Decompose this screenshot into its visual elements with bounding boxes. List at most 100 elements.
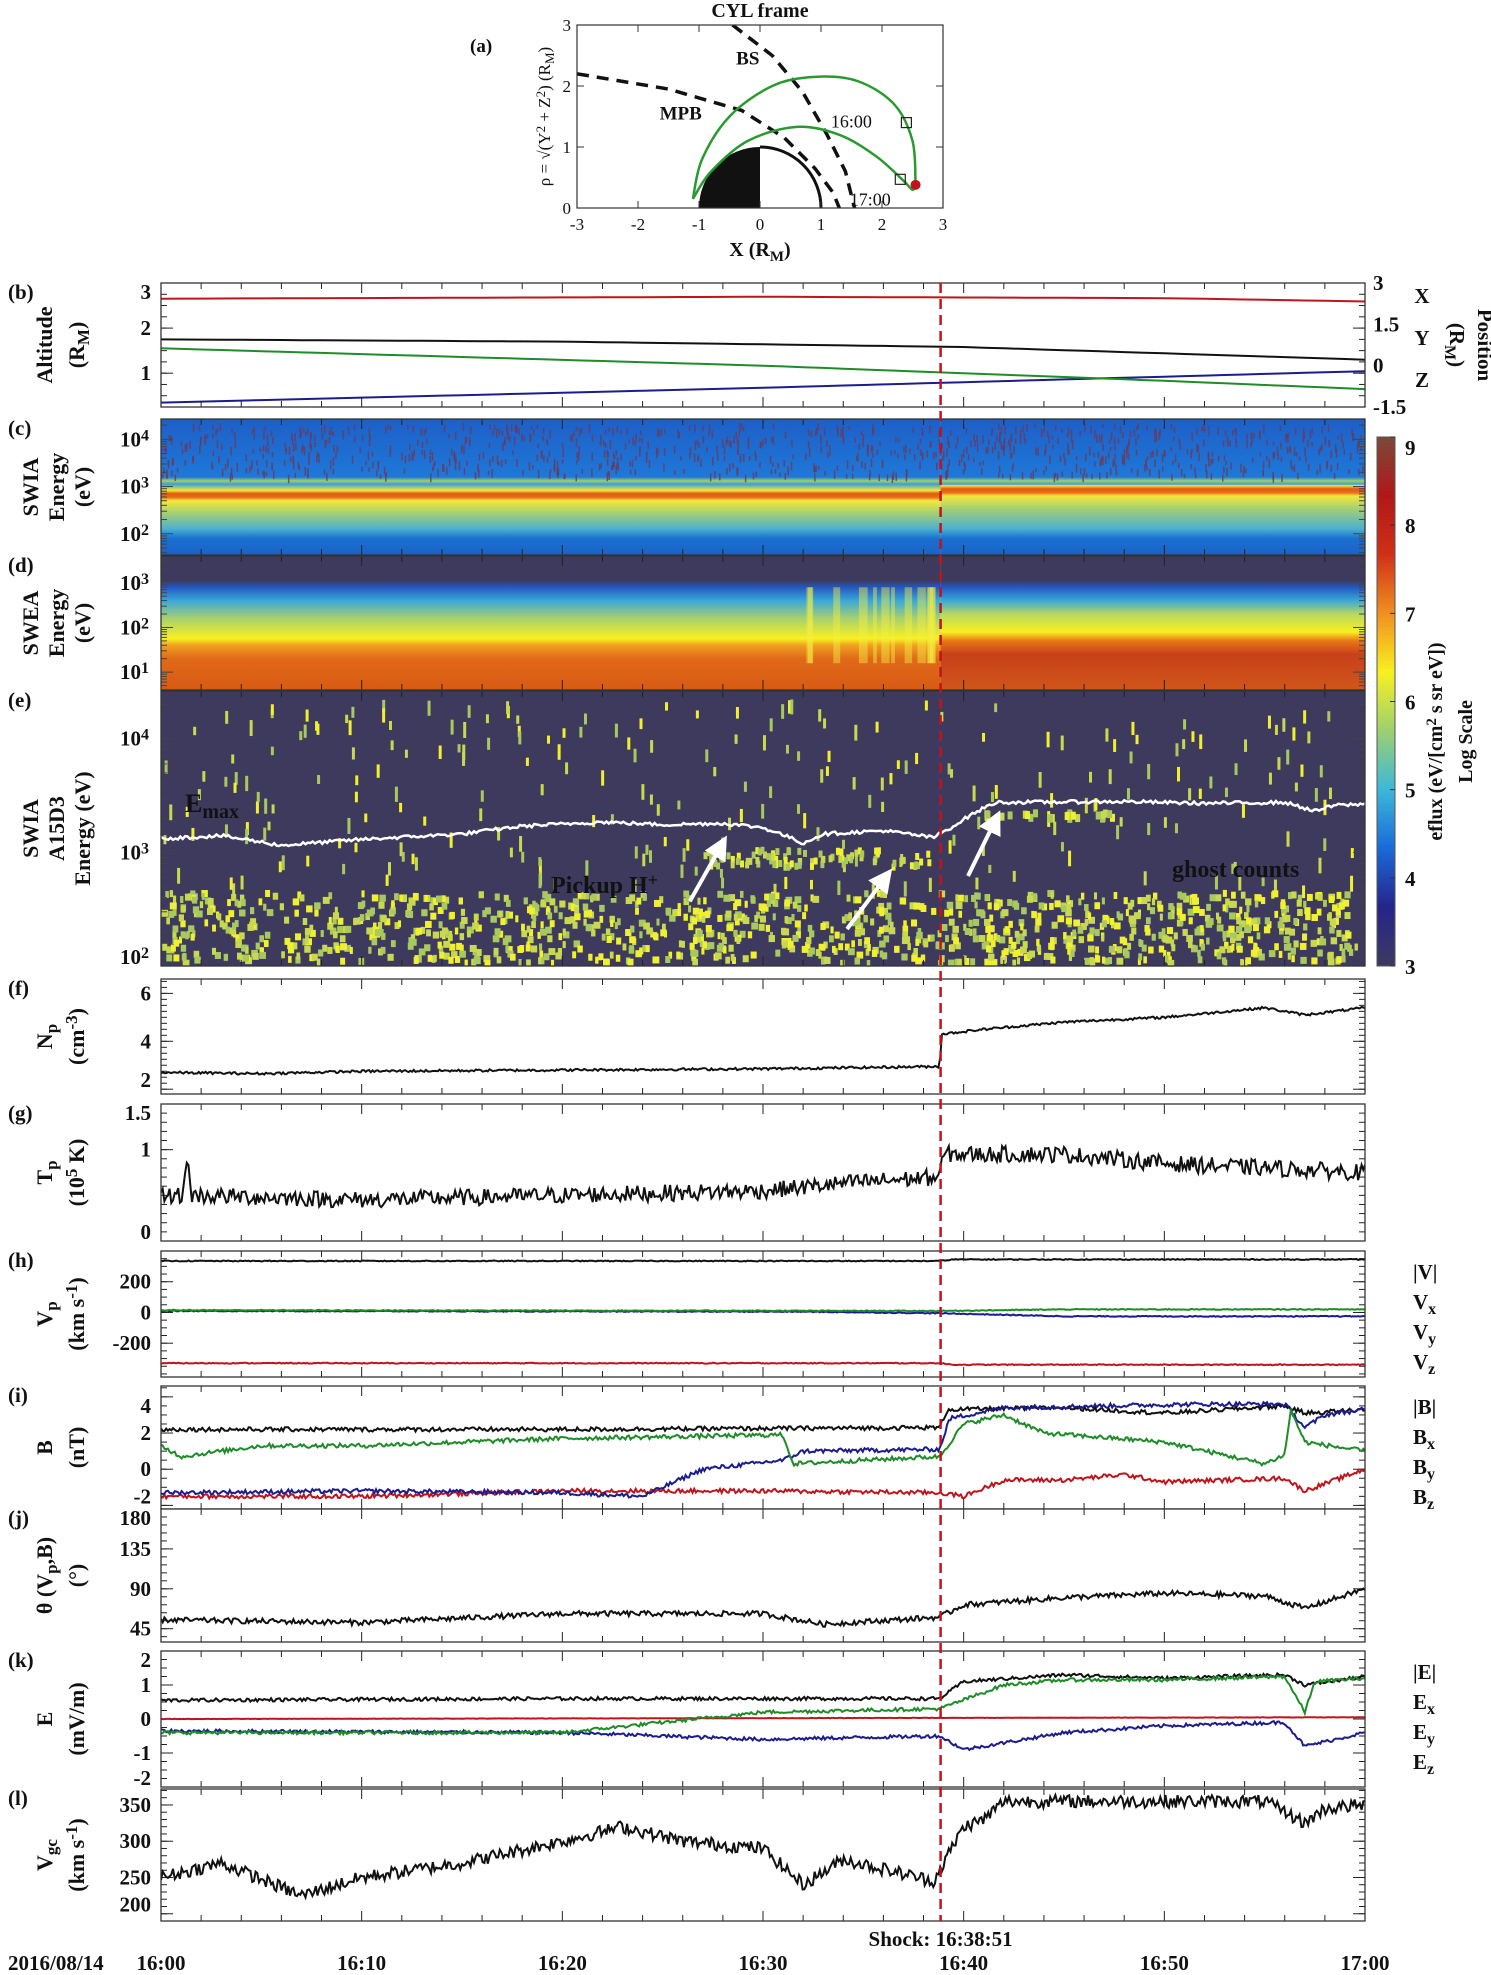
count-pixel [665, 956, 671, 964]
count-pixel [558, 912, 563, 920]
count-pixel [242, 954, 250, 962]
noise-pixel [287, 474, 290, 484]
count-pixel [562, 928, 566, 936]
count-pixel [413, 956, 419, 964]
count-pixel [927, 859, 932, 867]
count-pixel [172, 925, 179, 933]
count-pixel [496, 956, 502, 964]
count-pixel [504, 917, 508, 925]
chart-title: CYL frame [711, 0, 808, 22]
count-pixel [902, 931, 909, 939]
count-pixel [1075, 814, 1081, 823]
noise-pixel [421, 441, 424, 448]
noise-pixel [1152, 452, 1154, 458]
count-pixel [519, 835, 523, 852]
count-pixel [964, 895, 969, 903]
count-pixel [1007, 811, 1013, 820]
noise-pixel [1276, 446, 1279, 456]
count-pixel [1114, 922, 1121, 930]
noise-pixel [837, 428, 839, 437]
count-pixel [993, 903, 1000, 911]
noise-pixel [262, 453, 264, 459]
count-pixel [236, 952, 242, 960]
count-pixel [295, 933, 302, 941]
count-pixel [1225, 898, 1230, 906]
noise-pixel [905, 468, 908, 477]
noise-pixel [323, 424, 326, 434]
count-pixel [1206, 903, 1211, 911]
noise-pixel [1194, 473, 1197, 479]
count-pixel [1102, 914, 1109, 922]
noise-pixel [1232, 430, 1234, 436]
count-pixel [880, 777, 884, 791]
count-pixel [348, 720, 352, 736]
noise-pixel [379, 474, 382, 479]
noise-pixel [663, 429, 666, 434]
count-pixel [1036, 944, 1041, 952]
count-pixel [705, 910, 711, 918]
noise-pixel [872, 424, 874, 433]
count-pixel [303, 724, 307, 738]
noise-pixel [615, 450, 618, 456]
count-pixel [473, 957, 481, 965]
count-pixel [335, 946, 340, 954]
noise-pixel [581, 468, 584, 474]
noise-pixel [1071, 471, 1073, 479]
count-pixel [635, 950, 642, 958]
noise-pixel [409, 444, 411, 451]
count-pixel [841, 916, 847, 924]
count-pixel [562, 931, 570, 939]
count-pixel [456, 942, 462, 950]
noise-pixel [1013, 445, 1015, 455]
noise-pixel [1203, 428, 1206, 433]
noise-pixel [747, 437, 750, 445]
count-pixel [191, 827, 195, 841]
noise-pixel [744, 474, 747, 483]
count-pixel [716, 862, 721, 870]
count-pixel [1283, 943, 1291, 951]
count-pixel [1191, 731, 1195, 742]
noise-pixel [1208, 458, 1210, 467]
count-pixel [846, 854, 851, 862]
count-pixel [1148, 946, 1154, 954]
count-pixel [633, 879, 637, 894]
noise-pixel [1113, 460, 1116, 466]
count-pixel [509, 847, 513, 858]
count-pixel [572, 951, 577, 959]
count-pixel [196, 910, 203, 918]
noise-pixel [1273, 452, 1276, 458]
count-pixel [344, 944, 351, 952]
count-pixel [998, 936, 1006, 944]
count-pixel [969, 928, 973, 936]
count-pixel [193, 726, 197, 736]
count-pixel [322, 944, 328, 952]
count-pixel [1267, 715, 1271, 729]
noise-pixel [516, 425, 518, 434]
noise-pixel [1319, 464, 1321, 473]
colorbar-tick-label: 5 [1405, 779, 1416, 803]
count-pixel [322, 896, 330, 904]
noise-pixel [368, 467, 370, 472]
count-pixel [977, 909, 985, 917]
count-pixel [755, 856, 760, 864]
noise-pixel [212, 424, 214, 430]
noise-pixel [606, 472, 609, 482]
series-line-z [161, 347, 1365, 391]
count-pixel [1278, 927, 1284, 935]
count-pixel [569, 916, 576, 924]
noise-pixel [549, 469, 552, 474]
noise-pixel [872, 453, 874, 458]
y-right-axis-label: (RM) [1441, 323, 1469, 367]
transient-stripe [858, 587, 868, 664]
count-pixel [530, 945, 538, 953]
noise-pixel [308, 459, 310, 465]
count-pixel [526, 959, 531, 967]
noise-pixel [347, 426, 350, 435]
count-pixel [532, 914, 537, 922]
noise-pixel [273, 470, 275, 479]
count-pixel [1194, 928, 1200, 936]
noise-pixel [1206, 470, 1208, 479]
count-pixel [778, 859, 783, 867]
count-pixel [529, 907, 535, 915]
